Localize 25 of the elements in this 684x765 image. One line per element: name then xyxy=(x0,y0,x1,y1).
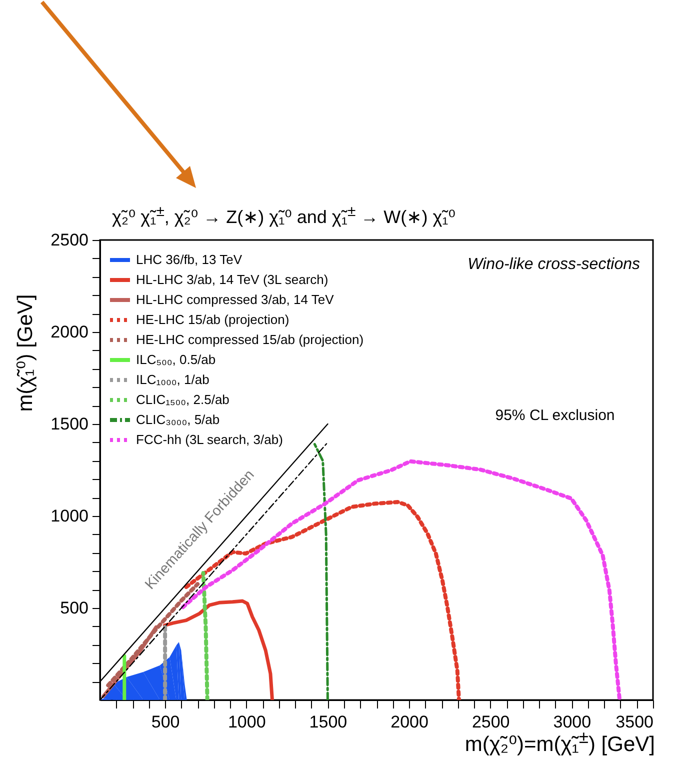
legend-label: CLIC₃₀₀₀, 5/ab xyxy=(136,412,220,427)
line-series xyxy=(313,442,329,700)
legend-label: LHC 36/fb, 13 TeV xyxy=(136,252,242,267)
legend-label: HE-LHC 15/ab (projection) xyxy=(136,312,290,327)
y-axis-title: m(χ̃₁⁰) [GeV] xyxy=(13,293,38,414)
y-tick-label: 500 xyxy=(60,598,88,618)
x-tick-label: 2000 xyxy=(390,712,428,732)
chart-title: χ̃₂⁰ χ̃₁$^{±}$, χ̃₂⁰ → Z(∗) χ̃₁⁰ and χ̃₁$^{±}$ → W(∗) χ̃₁⁰ xyxy=(112,203,456,228)
legend-label: ILC₁₀₀₀, 1/ab xyxy=(136,372,210,387)
legend-label: FCC-hh (3L search, 3/ab) xyxy=(136,432,283,447)
legend-label: HL-LHC compressed 3/ab, 14 TeV xyxy=(136,292,334,307)
x-tick-label: 1500 xyxy=(309,712,348,732)
x-tick-label: 500 xyxy=(151,712,180,732)
y-tick-label: 1000 xyxy=(50,506,88,526)
line-series xyxy=(162,599,274,700)
legend-label: HE-LHC compressed 15/ab (projection) xyxy=(136,332,364,347)
y-tick-label: 2500 xyxy=(50,230,88,250)
x-tick-label: 1000 xyxy=(228,712,266,732)
legend-label: HL-LHC 3/ab, 14 TeV (3L search) xyxy=(136,272,328,287)
y-tick-label: 1500 xyxy=(50,414,88,434)
annotation: 95% CL exclusion xyxy=(495,407,615,424)
legend-label: CLIC₁₅₀₀, 2.5/ab xyxy=(136,392,230,407)
y-tick-label: 2000 xyxy=(50,322,88,342)
annotation: Wino-like cross-sections xyxy=(468,256,640,273)
legend-label: ILC₅₀₀, 0.5/ab xyxy=(136,352,216,367)
